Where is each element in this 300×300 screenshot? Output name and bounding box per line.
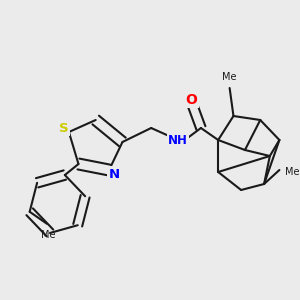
Text: O: O (185, 93, 197, 107)
Text: NH: NH (168, 134, 188, 146)
Text: Me: Me (222, 72, 237, 82)
Text: Me: Me (285, 167, 300, 177)
Text: S: S (59, 122, 69, 134)
Text: N: N (108, 167, 119, 181)
Text: Me: Me (40, 230, 55, 240)
